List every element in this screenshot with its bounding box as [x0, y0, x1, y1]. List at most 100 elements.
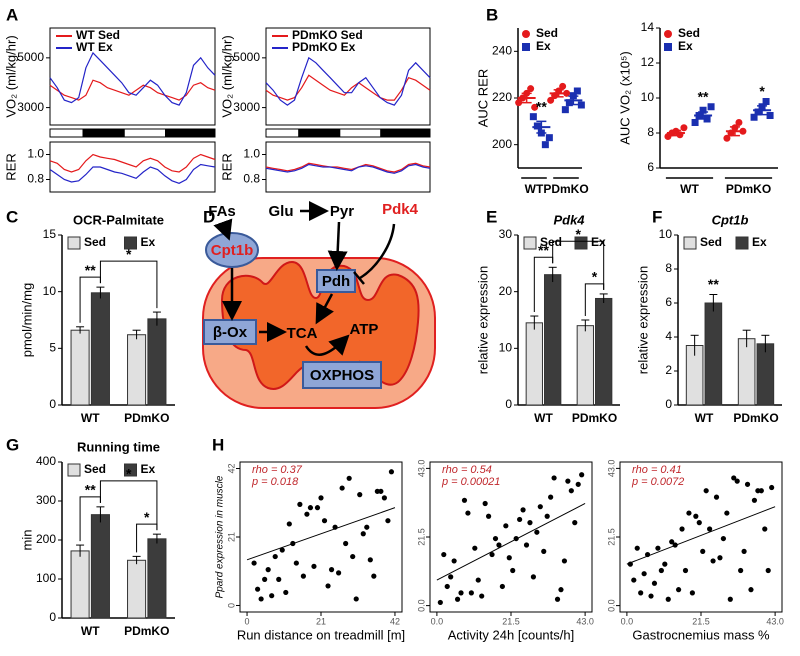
y-tick-label: 21.5	[416, 528, 426, 546]
point	[276, 576, 282, 582]
point	[437, 599, 443, 606]
point	[545, 134, 553, 142]
point	[255, 586, 261, 592]
x-tick-label: PDmKO	[124, 411, 169, 425]
point	[575, 481, 581, 487]
point	[451, 558, 457, 564]
bar	[90, 514, 110, 619]
point	[360, 531, 366, 537]
fit-line	[246, 507, 396, 561]
y-tick-label: 0.0	[606, 599, 616, 612]
y-tick-label: 8	[665, 261, 672, 275]
point	[669, 539, 675, 545]
point	[448, 574, 454, 580]
inhibit-bar	[353, 271, 365, 285]
significance: **	[536, 98, 547, 114]
point	[751, 497, 758, 503]
point	[707, 103, 715, 111]
x-axis-label: Run distance on treadmill [m]	[237, 627, 405, 642]
point	[272, 553, 278, 560]
arrow	[327, 221, 348, 271]
y-tick-label: 12	[641, 55, 655, 69]
significance: *	[126, 246, 132, 262]
x-tick-label: WT	[534, 411, 553, 425]
significance-bracket	[99, 260, 158, 309]
oxphos-node	[302, 361, 382, 389]
point	[741, 548, 747, 554]
point	[314, 505, 321, 511]
point	[385, 518, 391, 524]
y-tick-label: 15	[43, 227, 57, 241]
legend-swatch	[67, 236, 81, 250]
x-tick-label: 21.5	[692, 616, 710, 626]
node-label: FAs	[208, 203, 236, 220]
arrow	[213, 218, 233, 241]
bar	[595, 297, 613, 406]
point	[283, 589, 289, 596]
point	[465, 510, 471, 516]
point	[638, 590, 644, 596]
x-tick-label: PDmKO	[572, 411, 617, 425]
point	[658, 567, 664, 574]
point	[696, 520, 702, 526]
legend-label: WT Ex	[76, 40, 113, 54]
panel-label: F	[652, 207, 662, 226]
point	[520, 507, 526, 513]
y-tick-label: 1.0	[27, 147, 44, 161]
significance: **	[538, 242, 549, 258]
panel-label: B	[486, 5, 498, 24]
y-tick-label: 100	[36, 571, 56, 585]
y-tick-label: 43.0	[606, 460, 616, 478]
y-tick-label: 0.8	[27, 172, 44, 186]
node-label: OXPHOS	[310, 367, 374, 384]
point	[336, 570, 342, 576]
box-node	[203, 319, 257, 345]
fit-line	[436, 503, 586, 581]
legend-swatch	[124, 236, 137, 250]
y-tick-label: 10	[659, 227, 673, 241]
y-tick-label: 2	[665, 363, 672, 377]
legend-swatch	[523, 236, 537, 250]
bar	[704, 302, 723, 406]
legend-label: Sed	[536, 26, 558, 40]
y-tick-label: 1.0	[243, 147, 260, 161]
bar	[127, 559, 147, 619]
y-axis-label: VO₂ (ml/kg/hr)	[219, 35, 234, 117]
point	[665, 596, 671, 602]
light-dark-bar	[82, 128, 125, 138]
x-tick-label: 0	[245, 616, 250, 626]
point	[700, 548, 706, 554]
point	[766, 112, 774, 119]
significance-bracket	[99, 480, 158, 531]
point	[686, 510, 692, 516]
x-tick-label: 43.0	[576, 616, 594, 626]
y-axis-label: AUC VO₂ (x10⁵)	[617, 51, 632, 145]
point	[738, 567, 744, 574]
point	[707, 526, 713, 532]
y-tick-label: 0.8	[243, 172, 260, 186]
y-tick-label: 0	[226, 603, 236, 608]
legend-marker	[664, 43, 672, 51]
point	[458, 590, 464, 596]
bar	[127, 334, 147, 406]
point	[713, 494, 720, 500]
legend-label: Ex	[591, 235, 606, 249]
point	[286, 521, 292, 527]
point	[251, 560, 257, 566]
y-tick-label: 4	[665, 329, 672, 343]
legend-swatch	[574, 236, 588, 250]
point	[682, 567, 689, 574]
point	[472, 545, 478, 551]
point	[269, 593, 275, 599]
point	[350, 553, 356, 560]
point	[565, 478, 571, 484]
y-tick-label: 5	[49, 341, 56, 355]
y-tick-label: 220	[492, 90, 512, 104]
y-tick-label: 10	[43, 284, 57, 298]
series-line	[49, 79, 216, 101]
y-axis-label: RER	[3, 153, 18, 180]
y-tick-label: 5000	[17, 50, 44, 64]
node-label: TCA	[287, 325, 318, 342]
legend-label: Ex	[141, 235, 156, 249]
